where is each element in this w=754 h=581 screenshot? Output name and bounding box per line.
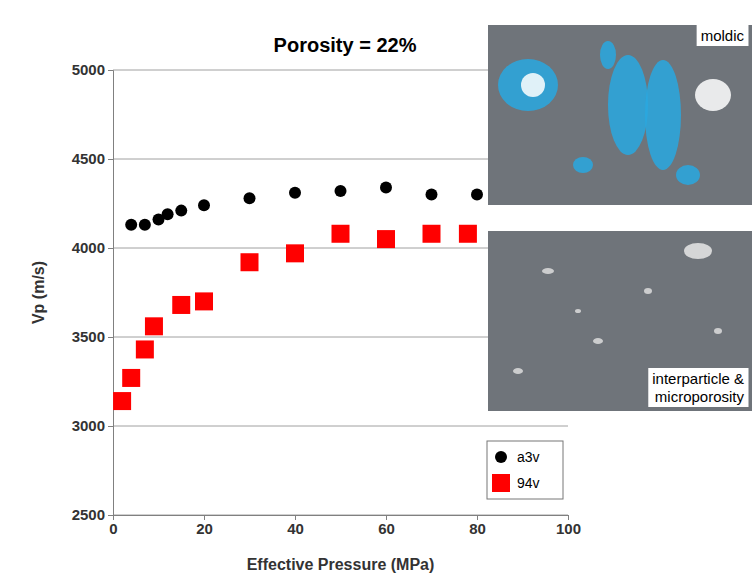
photo-texture: [608, 55, 648, 155]
tick-label: 5000: [72, 61, 105, 78]
point: [459, 225, 477, 243]
photo-texture: [575, 309, 581, 313]
point: [380, 181, 392, 193]
tick-mark: [108, 426, 113, 427]
photo-texture: [513, 368, 523, 374]
photo-texture: [714, 328, 722, 334]
legend-marker: [492, 474, 510, 492]
point: [335, 185, 347, 197]
point: [195, 292, 213, 310]
tick-mark: [108, 515, 113, 516]
point: [244, 192, 256, 204]
annotation-text: moldic: [701, 27, 745, 44]
point: [172, 296, 190, 314]
axis-line: [108, 71, 114, 516]
tick: 3000: [72, 417, 113, 434]
point: [139, 219, 151, 231]
chart: 0 20 40 60 80 100 2500 3000 3500 4000 4500 5000 Poro…: [0, 0, 754, 581]
grid-line: [113, 426, 568, 427]
annotation: interparticle &microporosity: [648, 368, 748, 407]
point: [113, 392, 131, 410]
tick: 40: [287, 515, 304, 537]
tick-label: 100: [556, 520, 581, 537]
title: Porosity = 22%: [274, 34, 417, 56]
photo-texture: [573, 157, 593, 173]
tick-label: 3500: [72, 328, 105, 345]
photo-texture: [498, 59, 558, 111]
annotation-text: interparticle &microporosity: [652, 370, 744, 405]
tick-label: 2500: [72, 506, 105, 523]
tick-label: 0: [109, 520, 117, 537]
tick: 4000: [72, 239, 113, 256]
x-axis: 0 20 40 60 80 100: [109, 515, 581, 537]
tick: 100: [556, 515, 581, 537]
legend-marker: [495, 451, 507, 463]
tick-label: 80: [469, 520, 486, 537]
legend-label: 94v: [517, 475, 540, 491]
point: [162, 208, 174, 220]
point: [426, 189, 438, 201]
tick-label: 4500: [72, 150, 105, 167]
photo: [488, 25, 752, 205]
series: [113, 225, 477, 410]
point: [175, 205, 187, 217]
photo-texture: [645, 60, 681, 170]
photo-texture: [684, 243, 712, 259]
photo-texture: [676, 165, 700, 185]
axis-line: [114, 516, 569, 521]
tick: 80: [469, 515, 486, 537]
tick-label: 40: [287, 520, 304, 537]
photo-texture: [600, 41, 616, 69]
tick: 4500: [72, 150, 113, 167]
tick: 5000: [72, 61, 113, 78]
legend-box: [487, 441, 563, 499]
legend-label: a3v: [517, 449, 540, 465]
photo-texture: [593, 338, 603, 344]
tick: 0: [109, 515, 117, 537]
annotation-bg: [697, 25, 749, 46]
tick-label: 4000: [72, 239, 105, 256]
y-axis: 2500 3000 3500 4000 4500 5000: [72, 61, 114, 523]
legend: a3v 94v: [487, 441, 563, 499]
tick-label: 3000: [72, 417, 105, 434]
point: [289, 187, 301, 199]
series: [125, 181, 483, 230]
point: [286, 244, 304, 262]
y-axis-title: Vp (m/s): [30, 261, 47, 324]
point: [136, 340, 154, 358]
tick-mark: [108, 337, 113, 338]
point: [471, 189, 483, 201]
tick: 20: [196, 515, 213, 537]
point: [198, 199, 210, 211]
tick-label: 20: [196, 520, 213, 537]
tick: 3500: [72, 328, 113, 345]
marks: [113, 181, 483, 410]
tick-label: 60: [378, 520, 395, 537]
point: [377, 230, 395, 248]
photo-bg: [488, 25, 752, 205]
point: [241, 253, 259, 271]
photo-texture: [542, 268, 554, 274]
x-axis-title: Effective Pressure (MPa): [247, 556, 435, 573]
point: [145, 317, 163, 335]
point: [122, 369, 140, 387]
tick: 2500: [72, 506, 113, 523]
annotation-bg: [648, 368, 748, 407]
photo-texture: [521, 73, 545, 97]
photo-bg: [488, 231, 752, 411]
photo-texture: [695, 79, 731, 111]
point: [125, 219, 137, 231]
point: [423, 225, 441, 243]
tick-mark: [108, 70, 113, 71]
tick-mark: [108, 159, 113, 160]
tick-mark: [108, 248, 113, 249]
point: [332, 225, 350, 243]
tick: 60: [378, 515, 395, 537]
annotation: moldic: [697, 25, 749, 46]
photo: [488, 231, 752, 411]
photo-texture: [644, 288, 652, 294]
